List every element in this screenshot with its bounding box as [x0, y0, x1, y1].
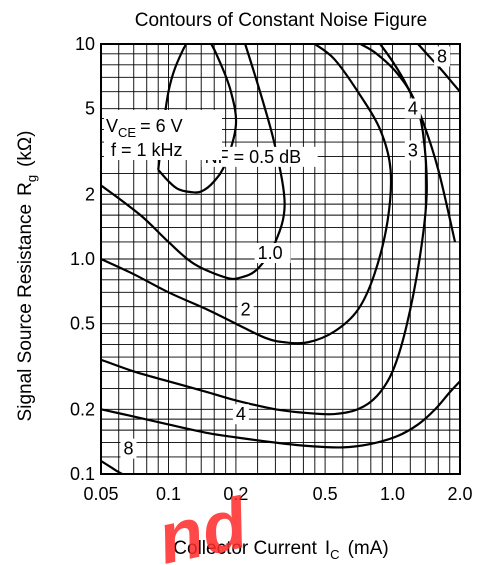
x-axis-unit: (mA) [348, 538, 389, 559]
y-axis-title: Signal Source Resistance [15, 204, 36, 422]
contour-line-0 [157, 44, 238, 194]
contour-label: 2 [241, 300, 251, 320]
contour-label-bg [404, 98, 421, 119]
x-tick-label: 2.0 [447, 484, 472, 504]
contour-line-7 [101, 460, 126, 474]
y-tick-label: 0.1 [70, 464, 95, 484]
y-tick-label: 0.5 [70, 314, 95, 334]
x-axis-subscript: C [330, 547, 339, 562]
y-axis-unit: (kΩ) [15, 131, 36, 167]
contour-line-3 [101, 44, 428, 416]
contour-line-6 [417, 44, 460, 93]
x-tick-label: 0.5 [313, 484, 338, 504]
x-tick-label: 1.0 [380, 484, 405, 504]
vce-subscript: CE [118, 125, 136, 140]
chart-title: Contours of Constant Noise Figure [135, 10, 428, 31]
x-tick-label: 0.05 [83, 484, 118, 504]
x-axis-symbol: I [325, 538, 330, 559]
contour-label: 1.0 [258, 243, 283, 263]
contour-label: 3 [408, 140, 418, 160]
y-tick-label: 1.0 [70, 249, 95, 269]
contour-label: 4 [236, 404, 246, 424]
contour-label: 4 [408, 98, 418, 118]
contour-label: 8 [437, 47, 447, 67]
frequency-annotation: f = 1 kHz [111, 140, 183, 160]
y-axis-subscript: g [24, 175, 39, 182]
y-tick-label: 10 [75, 34, 95, 54]
contour-label-bg [201, 146, 318, 167]
vce-value: = 6 V [140, 116, 183, 136]
vce-annotation: VCE = 6 V [106, 116, 183, 140]
contour-labels: NF = 0.5 dB 1.0 2 3 4 4 8 8 [120, 46, 451, 459]
x-axis-label: Collector Current IC (mA) [173, 538, 388, 562]
conditions-background [104, 110, 222, 160]
contour-label-bg [120, 438, 137, 459]
contour-label-bg [232, 404, 249, 425]
contour-line-4 [101, 380, 460, 449]
contour-label-bg [254, 243, 291, 263]
y-tick-labels: 0.1 0.2 0.5 1.0 2 5 10 [70, 34, 95, 484]
x-tick-labels: 0.05 0.1 0.2 0.5 1.0 2.0 [83, 484, 472, 504]
plot-frame [100, 43, 461, 475]
contour-line-1 [101, 44, 286, 281]
contour-line-2 [101, 44, 393, 345]
y-tick-label: 2 [85, 184, 95, 204]
x-tick-label: 0.2 [223, 484, 248, 504]
contour-label-bg [404, 140, 421, 161]
x-tick-label: 0.1 [156, 484, 181, 504]
contour-label: NF = 0.5 dB [205, 147, 302, 167]
y-tick-label: 0.2 [70, 399, 95, 419]
vce-symbol: V [106, 116, 118, 136]
y-axis-label: Signal Source Resistance Rg (kΩ) [15, 131, 39, 422]
contour-label: 8 [123, 439, 133, 459]
y-tick-label: 5 [85, 99, 95, 119]
contour-label-bg [434, 46, 451, 67]
y-axis-symbol: R [15, 182, 36, 196]
contour-label-bg [237, 299, 254, 320]
x-axis-title: Collector Current [173, 538, 317, 559]
